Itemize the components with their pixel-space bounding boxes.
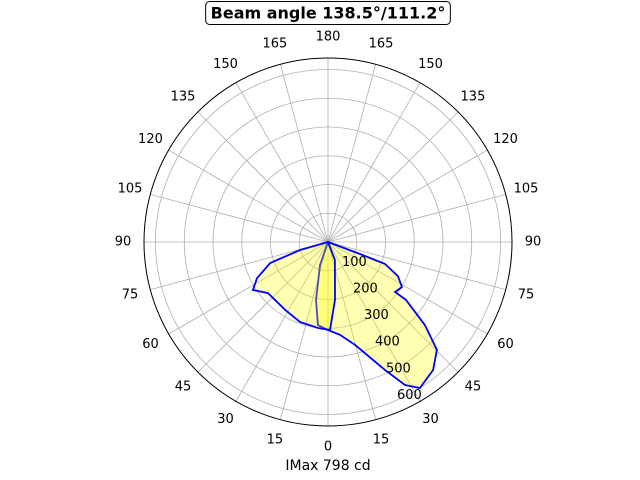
angle-tick-label: 30 [422,412,439,427]
grid-spoke [235,241,329,402]
grid-spoke [327,241,506,291]
curve [315,240,438,389]
angle-tick-label: 90 [525,235,542,250]
angle-tick-label: 120 [138,132,163,147]
radial-tick-label: 200 [353,282,378,297]
x-axis-label: IMax 798 cd [285,458,370,474]
angle-tick-label: 150 [213,57,238,72]
angle-tick-label: 105 [514,181,539,196]
angle-tick-label: 30 [217,412,234,427]
radial-tick-label: 100 [342,255,367,270]
grid-spoke [327,241,377,420]
angle-tick-label: 135 [461,90,486,105]
radial-tick-label: 400 [375,335,400,350]
grid-spoke [235,82,329,243]
angle-tick-label: 45 [465,379,482,394]
grid-spoke [168,149,329,243]
grid-spoke [327,149,488,243]
title-box [205,1,451,25]
angle-tick-label: 60 [142,337,159,352]
angle-tick-label: 135 [171,90,196,105]
angle-tick-label: 45 [175,379,192,394]
grid-spoke [279,64,329,243]
grid-spoke [327,193,506,243]
angle-tick-label: 165 [263,36,288,51]
grid-spoke [327,64,377,243]
angle-tick-label: 180 [316,30,341,45]
grid-spoke [327,82,421,243]
area [252,242,335,330]
angle-tick-label: 0 [324,440,332,455]
grid-spoke [327,111,459,243]
angle-tick-label: 15 [267,433,284,448]
outer-frame [143,57,513,427]
angle-tick-label: 75 [122,288,139,303]
chart-title: Beam angle 138.5°/111.2° [211,4,446,23]
radial-tick-label: 600 [397,388,422,403]
grid-spoke [327,241,488,335]
angle-tick-label: 15 [373,433,390,448]
angle-tick-label: 105 [118,181,143,196]
grid-spoke [197,241,329,373]
grid-spoke [197,111,329,243]
radial-tick-label: 300 [364,308,389,323]
angle-tick-label: 165 [369,36,394,51]
angle-tick-label: 150 [418,57,443,72]
curve [251,240,336,332]
angle-tick-label: 120 [493,132,518,147]
area [316,242,437,388]
grid-spoke [150,193,329,243]
angle-tick-label: 60 [497,337,514,352]
grid-spoke [168,241,329,335]
angle-tick-label: 75 [518,288,535,303]
grid-spoke [327,241,421,402]
radial-tick-label: 500 [386,361,411,376]
angle-tick-label: 90 [115,235,132,250]
